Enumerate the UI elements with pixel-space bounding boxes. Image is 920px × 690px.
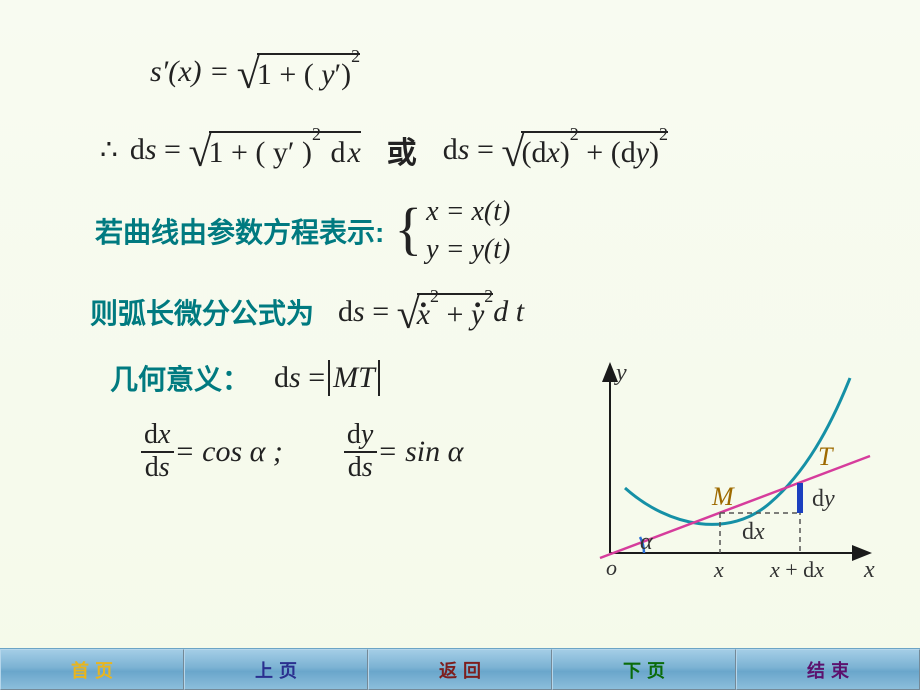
plus-2: +: [447, 298, 471, 331]
svg-text:α: α: [640, 529, 653, 555]
svg-text:x + dx: x + dx: [769, 557, 824, 582]
nav-home[interactable]: 首页: [0, 649, 184, 690]
nav-end[interactable]: 结束: [736, 649, 920, 690]
cos-alpha: = cos α ;: [174, 435, 282, 469]
ydot: y: [471, 298, 484, 332]
plus-1: +: [586, 136, 610, 169]
arc-diff-label: 则弧长微分公式为: [90, 292, 314, 332]
param-x: x = x(t): [426, 196, 510, 228]
svg-text:x: x: [713, 557, 724, 582]
nav-prev[interactable]: 上页: [184, 649, 368, 690]
arc-diff-row: 则弧长微分公式为 ds = √ x2 + y2 d t: [90, 288, 850, 336]
nav-next[interactable]: 下页: [552, 649, 736, 690]
svg-text:T: T: [818, 442, 834, 471]
therefore-symbol: ∴: [100, 133, 118, 167]
svg-text:M: M: [711, 482, 735, 511]
lhs-1: s′(x) =: [150, 55, 229, 89]
parametric-label-row: 若曲线由参数方程表示: { x = x(t) y = y(t): [95, 196, 850, 266]
svg-text:dy: dy: [812, 486, 835, 512]
sqrt-body-1: 1 + ( y′ ): [209, 136, 312, 169]
nav-footer: 首页 上页 返回 下页 结束: [0, 648, 920, 690]
svg-text:o: o: [606, 555, 617, 580]
equation-2: ∴ ds = √ 1 + ( y′ )2 dx 或 ds = √ (dx)2 +…: [100, 126, 850, 174]
or-label: 或: [387, 128, 417, 172]
svg-text:dx: dx: [742, 519, 765, 545]
dt: d t: [493, 295, 524, 329]
equation-1: s′(x) = √ 1 + ( y′)2: [150, 48, 850, 96]
geometric-diagram: y x o M Tdx dy α x x + dx: [570, 358, 880, 588]
sin-alpha: = sin α: [377, 435, 463, 469]
param-y: y = y(t): [426, 234, 510, 266]
geometric-label: 几何意义：: [110, 358, 250, 398]
svg-text:x: x: [863, 557, 875, 583]
MT: MT: [333, 361, 375, 395]
parametric-label: 若曲线由参数方程表示:: [95, 211, 384, 251]
svg-text:y: y: [614, 360, 627, 386]
slide-content: s′(x) = √ 1 + ( y′)2 ∴ ds = √ 1 + ( y′ )…: [0, 0, 920, 648]
nav-back[interactable]: 返回: [368, 649, 552, 690]
xdot: x: [417, 298, 430, 332]
